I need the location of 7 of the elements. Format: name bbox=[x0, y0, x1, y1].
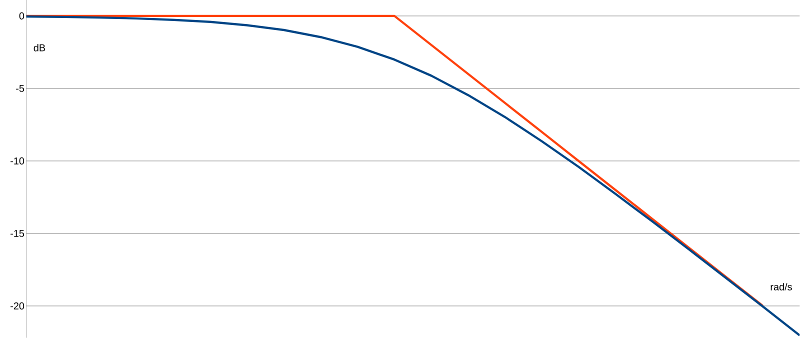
y-tick-label: 0 bbox=[19, 12, 24, 20]
y-tick-label: -20 bbox=[10, 302, 24, 310]
y-tick-label: -10 bbox=[10, 157, 24, 165]
y-axis-title: dB bbox=[34, 44, 46, 52]
y-tick-label: -15 bbox=[10, 230, 24, 237]
x-axis-title: rad/s bbox=[770, 283, 792, 290]
y-tick-label: -5 bbox=[16, 85, 24, 92]
